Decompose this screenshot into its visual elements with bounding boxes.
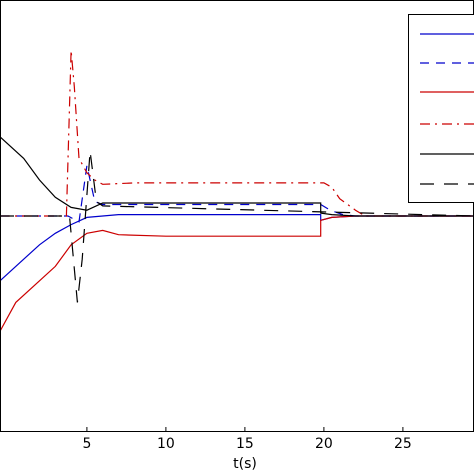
series-line-5	[0, 136, 474, 217]
x-axis-label: t(s)	[233, 456, 257, 472]
x-tick-label: 10	[157, 436, 175, 452]
series-line-6	[0, 151, 474, 303]
x-tick-label: 25	[394, 436, 412, 452]
x-tick-label: 15	[236, 436, 254, 452]
series-layer	[0, 50, 474, 332]
legend	[408, 14, 474, 203]
x-ticks: 5 10 15 20 25	[82, 427, 412, 452]
legend-box	[408, 14, 474, 203]
x-tick-label: 5	[82, 436, 91, 452]
series-line-2	[0, 165, 474, 223]
x-tick-label: 20	[315, 436, 333, 452]
series-line-3	[0, 215, 474, 332]
